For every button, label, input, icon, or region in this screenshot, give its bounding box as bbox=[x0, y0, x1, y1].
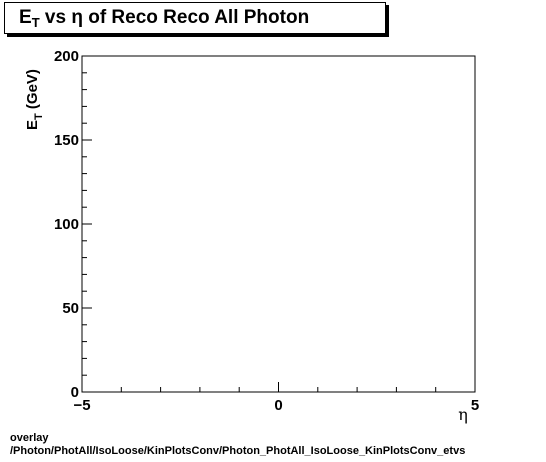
title-sub: T bbox=[31, 15, 40, 30]
footer-line-2: /Photon/PhotAll/IsoLoose/KinPlotsConv/Ph… bbox=[10, 445, 466, 457]
y-axis-ticks bbox=[82, 55, 92, 393]
y-tick-label: 100 bbox=[54, 216, 79, 233]
y-axis-tick-labels: 0 50 100 150 200 bbox=[54, 48, 79, 401]
x-axis-tick-labels: −5 0 5 bbox=[73, 397, 479, 414]
plot-frame bbox=[81, 55, 476, 393]
y-tick-label: 0 bbox=[71, 384, 79, 401]
x-axis-title: η bbox=[458, 405, 468, 424]
x-tick-label: −5 bbox=[73, 397, 90, 414]
x-tick-label: 5 bbox=[471, 397, 479, 414]
title-box: ET vs η of Reco Reco All Photon bbox=[4, 2, 386, 34]
y-tick-label: 50 bbox=[62, 300, 79, 317]
footer: overlay /Photon/PhotAll/IsoLoose/KinPlot… bbox=[10, 432, 465, 458]
y-tick-label: 150 bbox=[54, 132, 79, 149]
ylabel-sub: T bbox=[33, 113, 45, 120]
title-rest: vs η of Reco Reco All Photon bbox=[39, 7, 310, 28]
ylabel-main: E bbox=[24, 120, 41, 130]
chart-title: ET vs η of Reco Reco All Photon bbox=[19, 7, 309, 30]
y-tick-label: 200 bbox=[54, 48, 79, 65]
x-axis-ticks bbox=[81, 382, 476, 392]
footer-line-1: overlay bbox=[10, 432, 49, 444]
y-axis-title: ET (GeV) bbox=[24, 69, 45, 130]
title-main: E bbox=[19, 7, 32, 28]
x-tick-label: 0 bbox=[274, 397, 282, 414]
ylabel-rest: (GeV) bbox=[24, 69, 41, 113]
